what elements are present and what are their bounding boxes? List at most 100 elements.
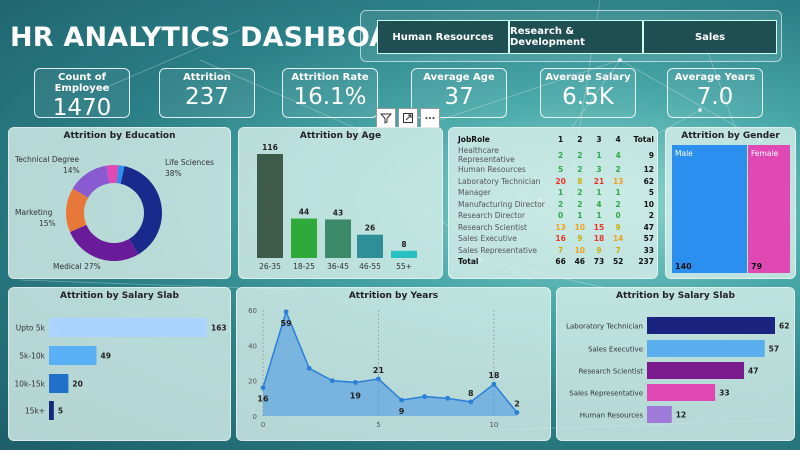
role-bar-2[interactable] [647, 362, 745, 379]
years-point[interactable] [352, 380, 358, 385]
matrix-cell: 7 [558, 245, 564, 255]
age-bar-55+[interactable] [391, 250, 417, 258]
matrix-cell: 7 [615, 245, 621, 255]
matrix-row[interactable]: Manufacturing Director 2 2 4 2 10 [455, 199, 657, 211]
more-options-icon[interactable] [420, 108, 440, 128]
years-point[interactable] [445, 395, 451, 401]
kpi-value: 1470 [52, 95, 112, 121]
years-point[interactable] [306, 365, 312, 371]
years-point-label: 59 [281, 319, 293, 328]
matrix-row[interactable]: Healthcare Representative 2 2 1 4 9 [455, 146, 657, 164]
matrix-row[interactable]: Laboratory Technician 20 8 21 13 62 [455, 176, 657, 188]
panel-title: Attrition by Age [299, 131, 382, 141]
donut-slice-technical-degree[interactable] [72, 165, 110, 198]
years-point[interactable] [422, 394, 428, 399]
years-ytick-label: 20 [248, 378, 257, 386]
donut-slice-below-college[interactable] [116, 165, 125, 184]
slab-bar-2[interactable] [49, 374, 69, 393]
matrix-cell: 10 [574, 222, 586, 232]
gender-bar-male[interactable]: Male 140 [672, 145, 747, 273]
role-bar-4[interactable] [647, 406, 672, 423]
years-point[interactable] [491, 381, 497, 387]
matrix-cell: 5 [558, 165, 564, 175]
slab-bar-value: 5 [58, 407, 63, 416]
matrix-row[interactable]: Research Director 0 1 1 0 2 [455, 210, 657, 222]
role-bar-3[interactable] [647, 384, 716, 401]
matrix-row[interactable]: Sales Executive 16 9 18 14 57 [455, 233, 657, 245]
role-bar-value: 57 [769, 345, 779, 354]
matrix-cell: 12 [643, 165, 654, 175]
matrix-header-cell: 4 [615, 134, 621, 144]
kpi-value: 37 [444, 84, 474, 110]
matrix-cell: 9 [615, 222, 621, 232]
filter-icon[interactable] [376, 108, 396, 128]
panel-title: Attrition by Salary Slab [616, 291, 735, 301]
role-bar-0[interactable] [647, 317, 775, 334]
slab-bar-3[interactable] [49, 401, 54, 420]
matrix-cell: 1 [577, 211, 583, 221]
matrix-row[interactable]: Manager 1 2 1 1 5 [455, 187, 657, 199]
role-bar-value: 47 [748, 367, 758, 376]
age-bar-value: 43 [333, 208, 343, 217]
department-slicer: Human Resources Research & Development S… [360, 10, 782, 62]
matrix-cell: 62 [643, 176, 654, 186]
matrix-cell: 20 [555, 176, 566, 186]
years-point-label: 8 [468, 389, 474, 398]
years-point-label: 16 [257, 395, 269, 404]
age-bar-26-35[interactable] [257, 154, 283, 258]
years-point[interactable] [514, 410, 520, 415]
slab-bar-1[interactable] [49, 346, 97, 365]
matrix-row[interactable]: Sales Representative 7 10 9 7 33 [455, 245, 657, 257]
donut-slice-medical[interactable] [69, 224, 139, 261]
years-area-fill [263, 311, 517, 416]
matrix-total-row: Total 66 46 73 52 237 [455, 256, 657, 268]
years-panel: Attrition by Years 0 20 40 60 0 5 10 16 59 19 21 9 8… [236, 287, 551, 441]
years-point[interactable] [260, 385, 266, 391]
donut-slice-other[interactable] [106, 165, 119, 184]
matrix-header-cell: 3 [596, 134, 602, 144]
age-bar-36-45[interactable] [325, 219, 351, 258]
gender-bar-female[interactable]: Female 79 [748, 145, 790, 273]
years-point[interactable] [376, 376, 381, 382]
slab-bar-value: 163 [211, 324, 227, 333]
donut-slice-marketing[interactable] [66, 188, 89, 233]
slicer-research-development[interactable]: Research & Development [509, 20, 643, 54]
years-point[interactable] [329, 378, 335, 384]
role-bar-1[interactable] [647, 340, 765, 357]
matrix-total-cell: 52 [612, 257, 624, 267]
kpi-value: 7.0 [696, 84, 734, 110]
matrix-cell: 15 [593, 222, 605, 232]
kpi-label: Count of Employee [54, 72, 110, 94]
focus-mode-icon[interactable] [398, 108, 418, 128]
years-point-label: 18 [488, 371, 500, 380]
age-bar-value: 26 [365, 224, 375, 233]
matrix-row[interactable]: Human Resources 5 2 3 2 12 [455, 164, 657, 176]
jobrole-matrix-table: JobRole 1 2 3 4 Total Healthcare Representativ… [455, 132, 657, 268]
matrix-total-cell: 46 [574, 257, 586, 267]
slicer-sales[interactable]: Sales [643, 20, 777, 54]
gender-panel: Attrition by Gender Male 140 Female 79 [665, 127, 796, 279]
years-ytick-label: 0 [253, 413, 257, 421]
age-bar-18-25[interactable] [291, 218, 317, 258]
panel-title: Attrition by Salary Slab [60, 291, 179, 301]
matrix-cell: 16 [555, 234, 566, 244]
donut-slice-life-sciences[interactable] [120, 166, 162, 255]
years-point[interactable] [283, 309, 289, 315]
matrix-header-cell: 2 [577, 134, 583, 144]
slab-category-label: 15k+ [25, 407, 45, 416]
matrix-cell: 1 [596, 150, 602, 160]
education-label-medical: Medical 27% [53, 262, 101, 271]
matrix-cell: 21 [593, 176, 605, 186]
kpi-label: Attrition Rate [291, 72, 369, 83]
years-point[interactable] [399, 397, 404, 403]
matrix-row-label: Laboratory Technician [458, 176, 541, 186]
role-bar-value: 33 [719, 389, 729, 398]
matrix-cell: 0 [615, 211, 621, 221]
slab-bar-0[interactable] [49, 318, 207, 337]
matrix-row[interactable]: Research Scientist 13 10 15 9 47 [455, 222, 657, 234]
age-bar-46-55[interactable] [357, 234, 383, 258]
age-tick-label: 36-45 [327, 262, 349, 271]
slicer-human-resources[interactable]: Human Resources [377, 20, 509, 54]
years-point[interactable] [468, 399, 474, 405]
role-category-label: Sales Representative [569, 390, 643, 398]
